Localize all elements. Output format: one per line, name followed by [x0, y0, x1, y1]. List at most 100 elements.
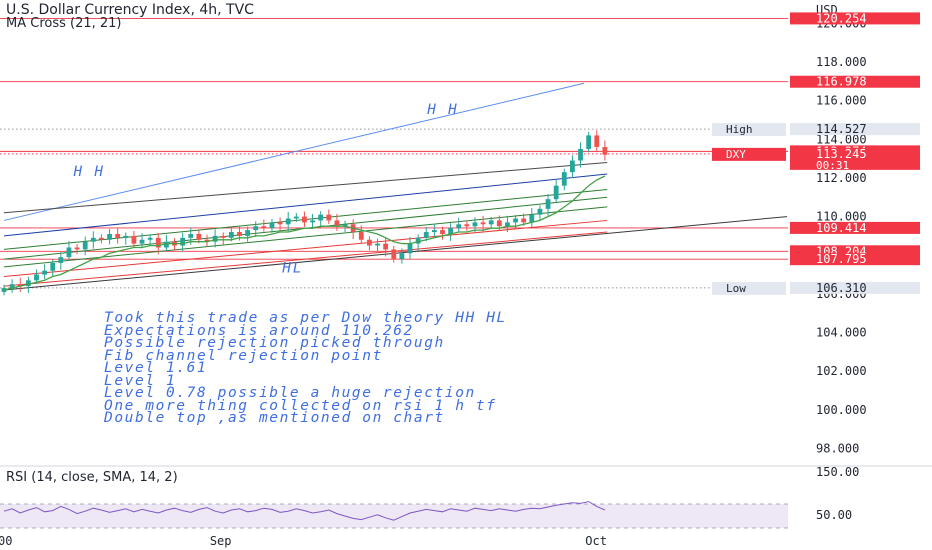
- rsi-title: RSI (14, close, SMA, 14, 2): [6, 470, 178, 485]
- candle-body: [293, 216, 299, 219]
- candle-body: [302, 216, 307, 223]
- price-label-box: [790, 147, 920, 170]
- candle-body: [74, 247, 80, 250]
- time-axis: 00 Sep Oct: [0, 534, 607, 548]
- pattern-label: H H: [73, 164, 105, 180]
- candle-body: [440, 230, 445, 234]
- candle-body: [180, 237, 186, 246]
- candle-body: [456, 224, 462, 229]
- price-tag-box: [712, 281, 786, 295]
- candle-body: [578, 148, 583, 161]
- candle-body: [228, 232, 234, 238]
- note-line: One more thing collected on rsi 1 h tf: [104, 397, 497, 414]
- channel-line: [3, 231, 608, 287]
- candle-body: [505, 222, 510, 227]
- candle-body: [521, 218, 527, 223]
- candle-body: [594, 135, 600, 148]
- price-label-box: [790, 281, 920, 294]
- candle-body: [82, 241, 88, 250]
- candle-body: [602, 147, 608, 155]
- channel-line: [3, 206, 608, 268]
- chart-title: U.S. Dollar Currency Index, 4h, TVC: [6, 2, 254, 18]
- trend-lines: [3, 82, 788, 291]
- candle-body: [269, 222, 275, 229]
- price-label-box: [790, 253, 920, 266]
- rsi-panel: 150.00 50.00: [0, 465, 859, 529]
- price-label-value: 106.310: [816, 281, 867, 295]
- candle-body: [188, 233, 194, 238]
- pattern-label: H H: [426, 102, 458, 118]
- channel-line: [3, 219, 608, 277]
- note-line: Level 1.61: [104, 360, 208, 376]
- indicator-title: MA Cross (21, 21): [6, 16, 122, 31]
- candle-body: [423, 232, 429, 238]
- chart-annotations: H H H H HL: [73, 102, 458, 277]
- candle-body: [464, 224, 470, 227]
- pattern-label: HL: [281, 261, 303, 277]
- axis-tick-label: 102.000: [816, 364, 867, 378]
- candle-body: [1, 288, 7, 292]
- axis-tick-label: 114.000: [816, 132, 867, 146]
- candle-body: [553, 185, 559, 200]
- candle-body: [9, 284, 15, 289]
- price-label-value: 113.245: [816, 147, 867, 161]
- candle-body: [513, 218, 518, 223]
- axis-tick-label: 112.000: [816, 171, 867, 185]
- axis-tick-label: 98.000: [816, 441, 859, 455]
- rsi-band: [0, 504, 788, 528]
- candle-body: [147, 237, 153, 240]
- candle-body: [25, 280, 31, 287]
- price-label-box: [790, 123, 920, 136]
- candle-body: [545, 199, 551, 209]
- candle-body: [326, 214, 332, 221]
- candle-body: [90, 237, 96, 242]
- price-label-box: [790, 12, 920, 25]
- time-axis-label: 00: [0, 534, 12, 548]
- price-tag-box: [712, 123, 786, 137]
- candle-body: [342, 224, 348, 227]
- note-line: Level 1: [104, 372, 177, 389]
- axis-tick-label: 116.000: [816, 94, 867, 108]
- note-line: Took this trade as per Dow theory HH HL: [104, 310, 507, 326]
- price-tag-box: [712, 147, 786, 161]
- price-tag-label: Low: [726, 282, 746, 295]
- candle-body: [318, 214, 324, 221]
- candle-body: [131, 235, 137, 244]
- candle-body: [58, 257, 64, 263]
- candle-body: [99, 237, 104, 240]
- ma-cross-line: [3, 175, 606, 291]
- time-axis-label: Oct: [585, 534, 607, 548]
- candle-body: [529, 214, 535, 223]
- candle-body: [253, 226, 259, 231]
- price-label-value: 109.414: [816, 221, 867, 235]
- price-tag-label: DXY: [726, 148, 746, 161]
- candle-body: [496, 220, 502, 227]
- axis-tick-label: 100.000: [816, 403, 867, 417]
- channel-line: [3, 82, 585, 221]
- candle-body: [367, 239, 372, 246]
- candle-body: [415, 237, 421, 244]
- rsi-tick-label: 50.00: [816, 508, 852, 522]
- note-line: Fib channel rejection point: [104, 347, 383, 364]
- candle-body: [66, 247, 72, 258]
- candle-body: [220, 235, 226, 238]
- candle-body: [407, 243, 413, 254]
- note-line: Double top ,as mentioned on chart: [104, 410, 445, 426]
- candle-body: [245, 230, 250, 236]
- note-line: Level 0.78 possible a huge rejection: [104, 385, 476, 401]
- candle-body: [285, 218, 291, 225]
- candle-body: [155, 237, 161, 248]
- candle-body: [334, 220, 340, 227]
- candle-body: [472, 222, 478, 227]
- candle-body: [164, 241, 169, 248]
- candle-body: [561, 172, 567, 186]
- candle-body: [488, 220, 494, 225]
- candle-body: [537, 208, 543, 215]
- price-label-value: 116.978: [816, 75, 867, 89]
- candle-body: [383, 243, 389, 250]
- price-labels: 120.254116.978114.527High113.374113.2450…: [712, 11, 920, 295]
- candle-body: [399, 253, 405, 260]
- candle-body: [212, 235, 218, 242]
- channel-line: [3, 173, 608, 237]
